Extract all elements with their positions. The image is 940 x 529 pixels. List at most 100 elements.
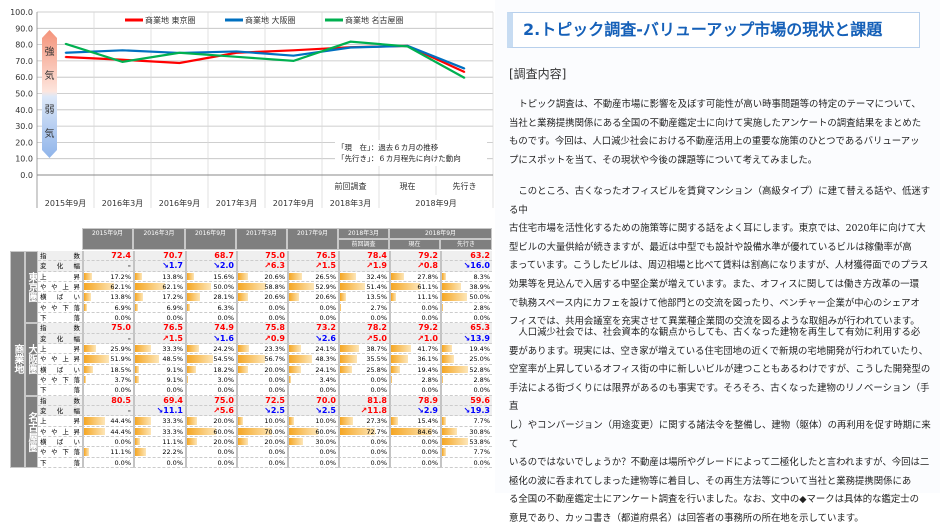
change-value: ↗5.6 xyxy=(185,405,236,417)
row-label: 横ばい xyxy=(38,436,82,448)
percent-cell: 0.0% xyxy=(389,436,440,448)
percent-value: 20.0% xyxy=(264,437,285,446)
percent-cell: 0.0% xyxy=(440,385,492,396)
percent-value: 3.0% xyxy=(217,375,234,384)
percent-cell: 61.1% xyxy=(389,281,440,293)
percent-cell: 6.3% xyxy=(185,302,236,313)
column-header: 2018年3月 xyxy=(338,228,389,239)
percent-cell: 33.3% xyxy=(133,416,185,427)
percent-bar xyxy=(84,417,106,425)
percent-cell: 15.4% xyxy=(389,416,440,427)
legend-label: 商業地 名古屋圏 xyxy=(345,15,404,25)
percent-value: 33.3% xyxy=(162,427,183,436)
row-label: 上昇 xyxy=(38,343,82,355)
percent-bar xyxy=(187,303,191,311)
index-value: 75.0 xyxy=(82,323,133,334)
percent-bar xyxy=(442,427,458,435)
percent-cell: 19.4% xyxy=(440,343,492,355)
percent-value: 27.8% xyxy=(417,272,438,281)
percent-value: 11.1% xyxy=(110,448,131,457)
percent-value: 7.7% xyxy=(473,417,490,426)
percent-bar xyxy=(442,344,452,353)
percent-value: 32.4% xyxy=(366,272,387,281)
percent-bar xyxy=(340,282,365,291)
row-label: 下落 xyxy=(38,312,82,324)
percent-bar xyxy=(442,355,455,363)
percent-cell: 13.8% xyxy=(82,292,133,303)
percent-cell: 30.0% xyxy=(287,436,338,448)
percent-value: 0.0% xyxy=(319,458,336,467)
index-value: 65.3 xyxy=(440,323,492,334)
percent-bar xyxy=(238,282,267,291)
percent-value: 25.8% xyxy=(366,365,387,374)
percent-cell: 17.2% xyxy=(133,292,185,303)
percent-value: 0.0% xyxy=(166,458,183,467)
change-value: ↗1.5 xyxy=(287,261,338,272)
percent-value: 36.1% xyxy=(417,355,438,364)
percent-bar xyxy=(84,365,93,373)
index-value: 79.2 xyxy=(389,323,440,334)
percent-cell: 20.6% xyxy=(287,292,338,303)
percent-bar xyxy=(340,355,358,363)
data-point xyxy=(178,51,181,54)
y-tick-label: 0.0 xyxy=(20,171,33,180)
percent-cell: 13.5% xyxy=(338,292,389,303)
row-label: やや上昇 xyxy=(38,354,82,365)
percent-cell: 11.1% xyxy=(82,447,133,458)
percent-value: 0.0% xyxy=(473,458,490,467)
data-point xyxy=(64,51,67,54)
percent-bar xyxy=(289,375,291,384)
article-panel: 2.トピック調査-バリューアップ市場の現状と課題 [調査内容] トピック調査は、… xyxy=(495,0,940,524)
data-point xyxy=(463,71,466,73)
percent-bar xyxy=(289,437,304,446)
percent-cell: 10.0% xyxy=(287,416,338,427)
percent-cell: 44.4% xyxy=(82,426,133,437)
percent-cell: 0.0% xyxy=(338,374,389,386)
index-value: 78.4 xyxy=(338,251,389,262)
percent-bar xyxy=(135,365,140,373)
percent-cell: 20.6% xyxy=(236,271,287,282)
percent-cell: 6.9% xyxy=(133,302,185,313)
percent-bar xyxy=(135,344,152,353)
percent-cell: 20.6% xyxy=(236,292,287,303)
change-value: ↗1.0 xyxy=(389,333,440,344)
percent-cell: 0.0% xyxy=(82,436,133,448)
percent-cell: 0.0% xyxy=(338,436,389,448)
percent-cell: 41.7% xyxy=(389,343,440,355)
group-label: 商業地 xyxy=(10,251,25,468)
data-point xyxy=(292,54,295,57)
percent-bar xyxy=(187,365,196,373)
percent-cell: 60.0% xyxy=(287,426,338,437)
index-value: 74.9 xyxy=(185,323,236,334)
percent-cell: 51.9% xyxy=(82,354,133,365)
percent-bar xyxy=(187,355,214,363)
percent-bar xyxy=(442,293,467,301)
percent-bar xyxy=(187,344,199,353)
percent-value: 48.3% xyxy=(315,355,336,364)
percent-cell: 2.8% xyxy=(389,374,440,386)
percent-value: 30.0% xyxy=(315,437,336,446)
percent-cell: 6.9% xyxy=(82,302,133,313)
percent-value: 84.6% xyxy=(417,427,438,436)
x-label-sub: 前回調査 xyxy=(335,181,367,191)
percent-cell: 18.2% xyxy=(185,364,236,375)
percent-value: 15.4% xyxy=(417,417,438,426)
percent-value: 52.9% xyxy=(315,282,336,291)
paragraph-1: トピック調査は、不動産市場に影響を及ぼす可能性が高い時事問題等の特定のテーマにつ… xyxy=(509,96,934,170)
percent-cell: 62.1% xyxy=(133,281,185,293)
percent-value: 9.1% xyxy=(166,365,183,374)
percent-bar xyxy=(238,365,248,373)
x-label: 2018年9月 xyxy=(415,198,456,208)
percent-bar xyxy=(187,272,195,280)
change-value: ↘16.0 xyxy=(440,261,492,272)
percent-bar xyxy=(340,417,354,425)
x-label: 2015年9月 xyxy=(45,198,86,208)
sentiment-label: 気 xyxy=(45,69,55,82)
percent-cell: 32.4% xyxy=(338,271,389,282)
percent-value: 20.0% xyxy=(213,437,234,446)
percent-value: 0.0% xyxy=(421,458,438,467)
percent-cell: 84.6% xyxy=(389,426,440,437)
percent-value: 38.9% xyxy=(469,282,490,291)
percent-bar xyxy=(391,344,412,353)
row-label: 上昇 xyxy=(38,271,82,282)
